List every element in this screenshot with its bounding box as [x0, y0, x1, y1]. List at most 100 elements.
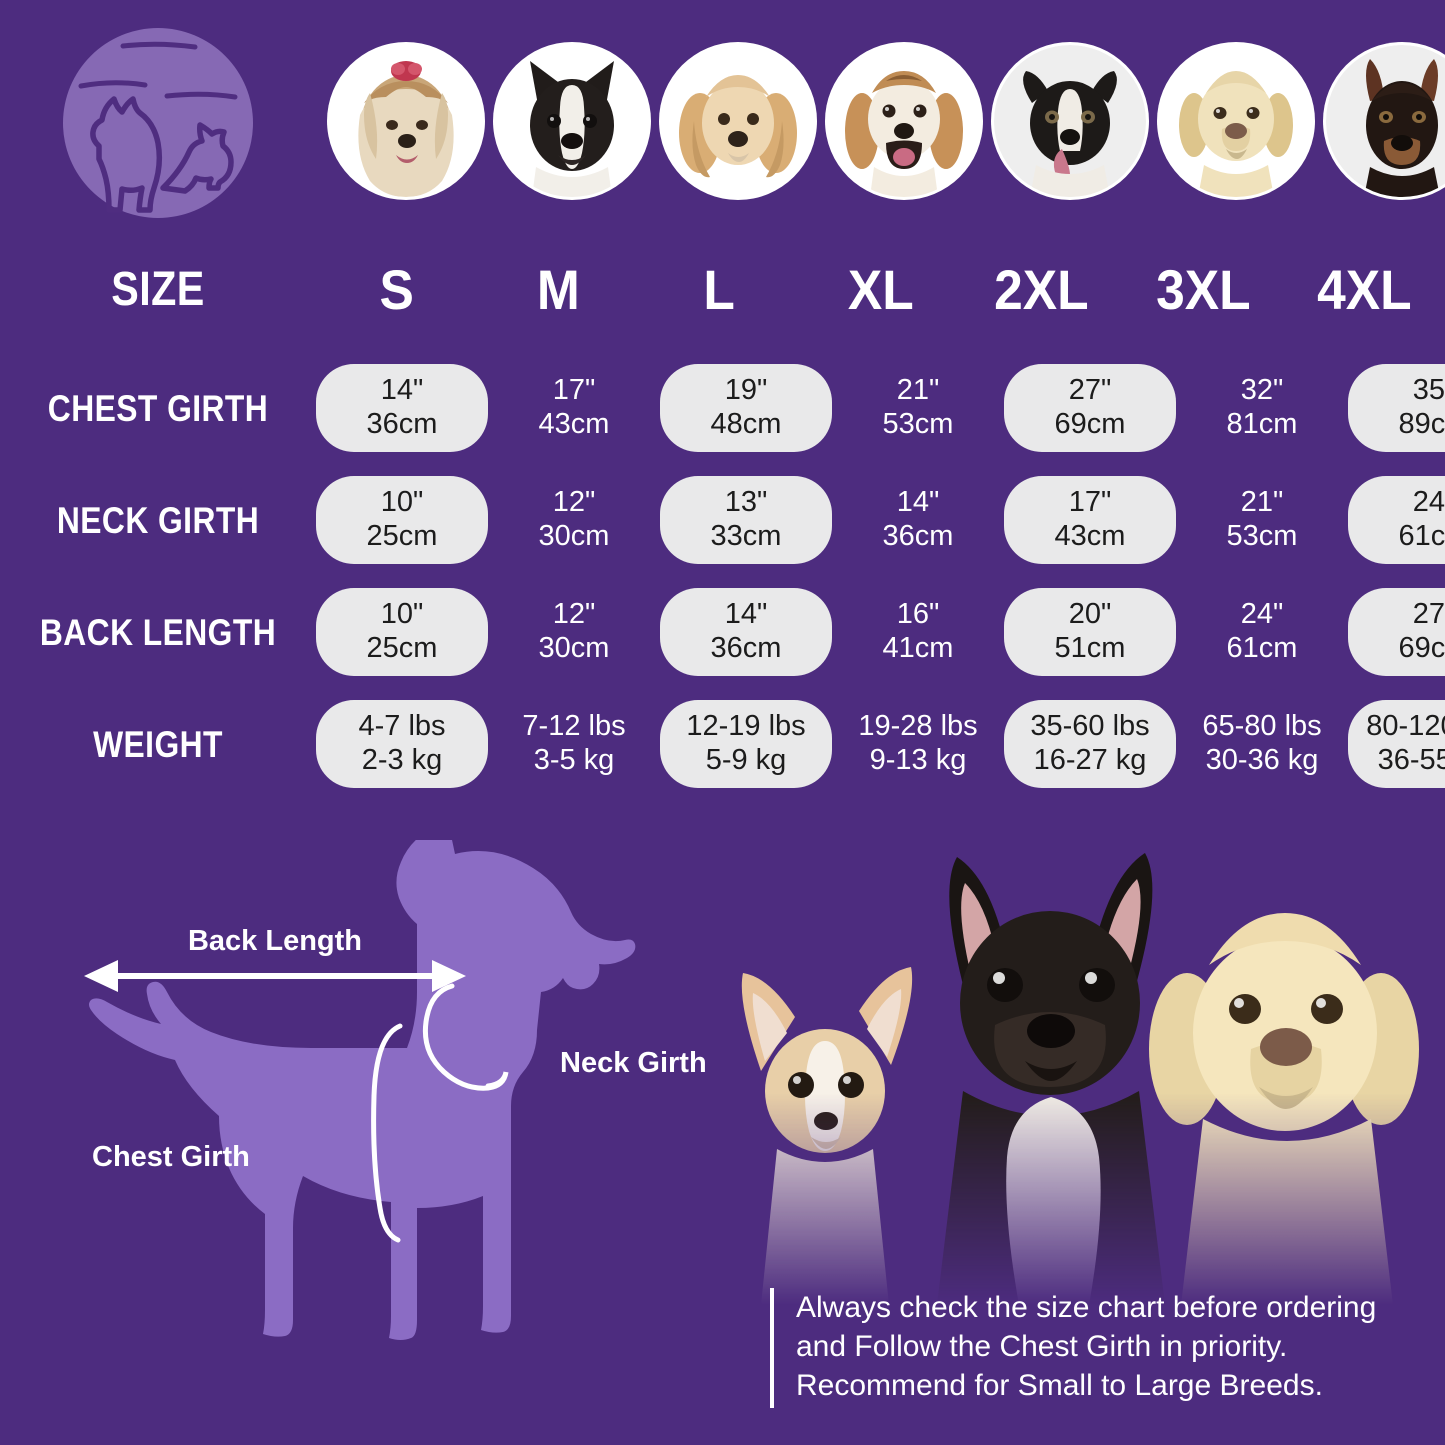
- footer-line-3: Recommend for Small to Large Breeds.: [796, 1369, 1323, 1402]
- cell-value-imperial: 24": [1412, 486, 1445, 519]
- cell-value-metric: 51cm: [1054, 632, 1126, 664]
- cell-neck-s: 10" 25cm: [316, 476, 488, 564]
- breed-photo-labrador-retriever: [1160, 45, 1312, 197]
- cell-value-imperial: 17": [1068, 486, 1112, 519]
- cell-value-imperial: 13": [724, 486, 768, 519]
- cell-value-metric: 89cm: [1398, 408, 1445, 440]
- cell-value-metric: 33cm: [710, 520, 782, 552]
- cell-weight-xl: 19-28 lbs 9-13 kg: [832, 700, 1004, 787]
- table-row: BACK LENGTH 10" 25cm 12" 30cm 14" 36cm 16" 4…: [0, 584, 1445, 680]
- size-header-label: 3XL: [1155, 258, 1251, 321]
- size-header-label: L: [703, 258, 735, 321]
- cell-chest-2xl: 27" 69cm: [1004, 364, 1176, 452]
- size-header-2xl: 2XL: [961, 262, 1122, 318]
- cell-value-imperial: 35": [1412, 374, 1445, 407]
- cell-value-metric: 69cm: [1054, 408, 1126, 440]
- row-cells-chest-girth: 14" 36cm 17" 43cm 19" 48cm 21" 53cm 27" 69cm …: [316, 364, 1445, 452]
- cell-chest-4xl: 35"89cm: [1348, 364, 1445, 452]
- cell-value-imperial: 14": [380, 374, 424, 407]
- cell-value-imperial: 20": [1068, 598, 1112, 631]
- chest-girth-loop: [371, 1023, 403, 1243]
- photo-chihuahua: [741, 967, 913, 1305]
- cell-value-imperial: 27": [1412, 598, 1445, 631]
- cell-value-metric: 3-5 kg: [533, 744, 615, 776]
- cell-value-metric: 30cm: [538, 632, 610, 664]
- cell-neck-4xl: 24"61cm: [1348, 476, 1445, 564]
- size-header-label: M: [536, 258, 580, 321]
- size-chart-table: SIZE S M L XL 2XL 3XL 4XL CHEST GIRTH 14…: [0, 232, 1445, 807]
- cell-value-metric: 36-55 kg: [1377, 744, 1445, 776]
- size-header-label: S: [379, 258, 414, 321]
- cell-value-imperial: 12": [552, 486, 596, 519]
- size-header-xl: XL: [800, 262, 961, 318]
- cell-value-imperial: 14": [896, 486, 940, 519]
- row-cells-neck-girth: 10" 25cm 12" 30cm 13" 33cm 14" 36cm 17" 43cm …: [316, 476, 1445, 564]
- cell-value-imperial: 80-120 lbs: [1366, 710, 1445, 743]
- cell-value-metric: 61cm: [1398, 520, 1445, 552]
- cell-weight-m: 7-12 lbs 3-5 kg: [488, 700, 660, 787]
- row-cells-back-length: 10" 25cm 12" 30cm 14" 36cm 16" 41cm 20" 51cm …: [316, 588, 1445, 676]
- dog-and-cat-logo: [63, 28, 253, 218]
- size-header-label: XL: [847, 258, 914, 321]
- cell-value-metric: 36cm: [710, 632, 782, 664]
- photo-labrador: [1149, 913, 1419, 1305]
- cell-neck-m: 12" 30cm: [488, 476, 660, 563]
- cell-value-metric: 53cm: [1226, 520, 1298, 552]
- cell-value-imperial: 7-12 lbs: [522, 710, 626, 743]
- cell-chest-3xl: 32" 81cm: [1176, 364, 1348, 451]
- table-row: NECK GIRTH 10" 25cm 12" 30cm 13" 33cm 14" 36…: [0, 472, 1445, 568]
- table-corner-label: SIZE: [111, 263, 205, 316]
- footer-line-1: Always check the size chart before order…: [796, 1291, 1377, 1324]
- table-row: WEIGHT 4-7 lbs 2-3 kg 7-12 lbs 3-5 kg 12-1…: [0, 696, 1445, 792]
- dog-photo-group: [705, 835, 1445, 1305]
- row-cells-weight: 4-7 lbs 2-3 kg 7-12 lbs 3-5 kg 12-19 lbs 5-…: [316, 700, 1445, 788]
- cell-value-metric: 36cm: [882, 520, 954, 552]
- cell-value-imperial: 65-80 lbs: [1202, 710, 1322, 743]
- cell-neck-xl: 14" 36cm: [832, 476, 1004, 563]
- cell-neck-3xl: 21" 53cm: [1176, 476, 1348, 563]
- cell-chest-s: 14" 36cm: [316, 364, 488, 452]
- breed-photo-cocker-spaniel: [662, 45, 814, 197]
- cell-back-4xl: 27"69cm: [1348, 588, 1445, 676]
- cell-value-metric: 43cm: [538, 408, 610, 440]
- breed-photo-border-collie: [994, 45, 1146, 197]
- footer-line-2: and Follow the Chest Girth in priority.: [796, 1330, 1288, 1363]
- cell-value-imperial: 10": [380, 486, 424, 519]
- cell-value-metric: 69cm: [1398, 632, 1445, 664]
- cell-value-metric: 9-13 kg: [869, 744, 967, 776]
- cell-value-imperial: 17": [552, 374, 596, 407]
- size-header-s: S: [316, 262, 477, 318]
- size-header-3xl: 3XL: [1122, 262, 1283, 318]
- cell-value-metric: 36cm: [366, 408, 438, 440]
- photo-french-bulldog: [937, 853, 1165, 1305]
- size-header-cells: S M L XL 2XL 3XL 4XL: [316, 262, 1445, 318]
- cell-weight-2xl: 35-60 lbs 16-27 kg: [1004, 700, 1176, 788]
- cell-chest-m: 17" 43cm: [488, 364, 660, 451]
- breed-photo-doberman: [1326, 45, 1445, 197]
- dog-silhouette: [89, 840, 636, 1340]
- cell-back-m: 12" 30cm: [488, 588, 660, 675]
- cell-back-l: 14" 36cm: [660, 588, 832, 676]
- cell-value-imperial: 16": [896, 598, 940, 631]
- cell-back-xl: 16" 41cm: [832, 588, 1004, 675]
- cell-value-metric: 81cm: [1226, 408, 1298, 440]
- row-label-chest-girth: CHEST GIRTH: [47, 387, 269, 429]
- size-header-4xl: 4XL: [1284, 262, 1445, 318]
- cell-value-imperial: 19": [724, 374, 768, 407]
- cell-value-metric: 2-3 kg: [361, 744, 443, 776]
- cell-value-metric: 30-36 kg: [1205, 744, 1319, 776]
- neck-girth-label: Neck Girth: [560, 1047, 707, 1079]
- table-row: CHEST GIRTH 14" 36cm 17" 43cm 19" 48cm 21" 5…: [0, 360, 1445, 456]
- cell-weight-4xl: 80-120 lbs36-55 kg: [1348, 700, 1445, 788]
- footer-text: Always check the size chart before order…: [796, 1288, 1376, 1408]
- cell-value-imperial: 35-60 lbs: [1030, 710, 1150, 743]
- cell-chest-l: 19" 48cm: [660, 364, 832, 452]
- cell-value-metric: 48cm: [710, 408, 782, 440]
- cell-value-metric: 25cm: [366, 520, 438, 552]
- footer-note: Always check the size chart before order…: [770, 1288, 1430, 1408]
- cell-neck-2xl: 17" 43cm: [1004, 476, 1176, 564]
- row-label-back-length: BACK LENGTH: [39, 611, 277, 653]
- measurement-diagram: Back Length Neck Girth Chest Girth: [0, 840, 760, 1400]
- breed-photo-beagle: [828, 45, 980, 197]
- cell-value-metric: 53cm: [882, 408, 954, 440]
